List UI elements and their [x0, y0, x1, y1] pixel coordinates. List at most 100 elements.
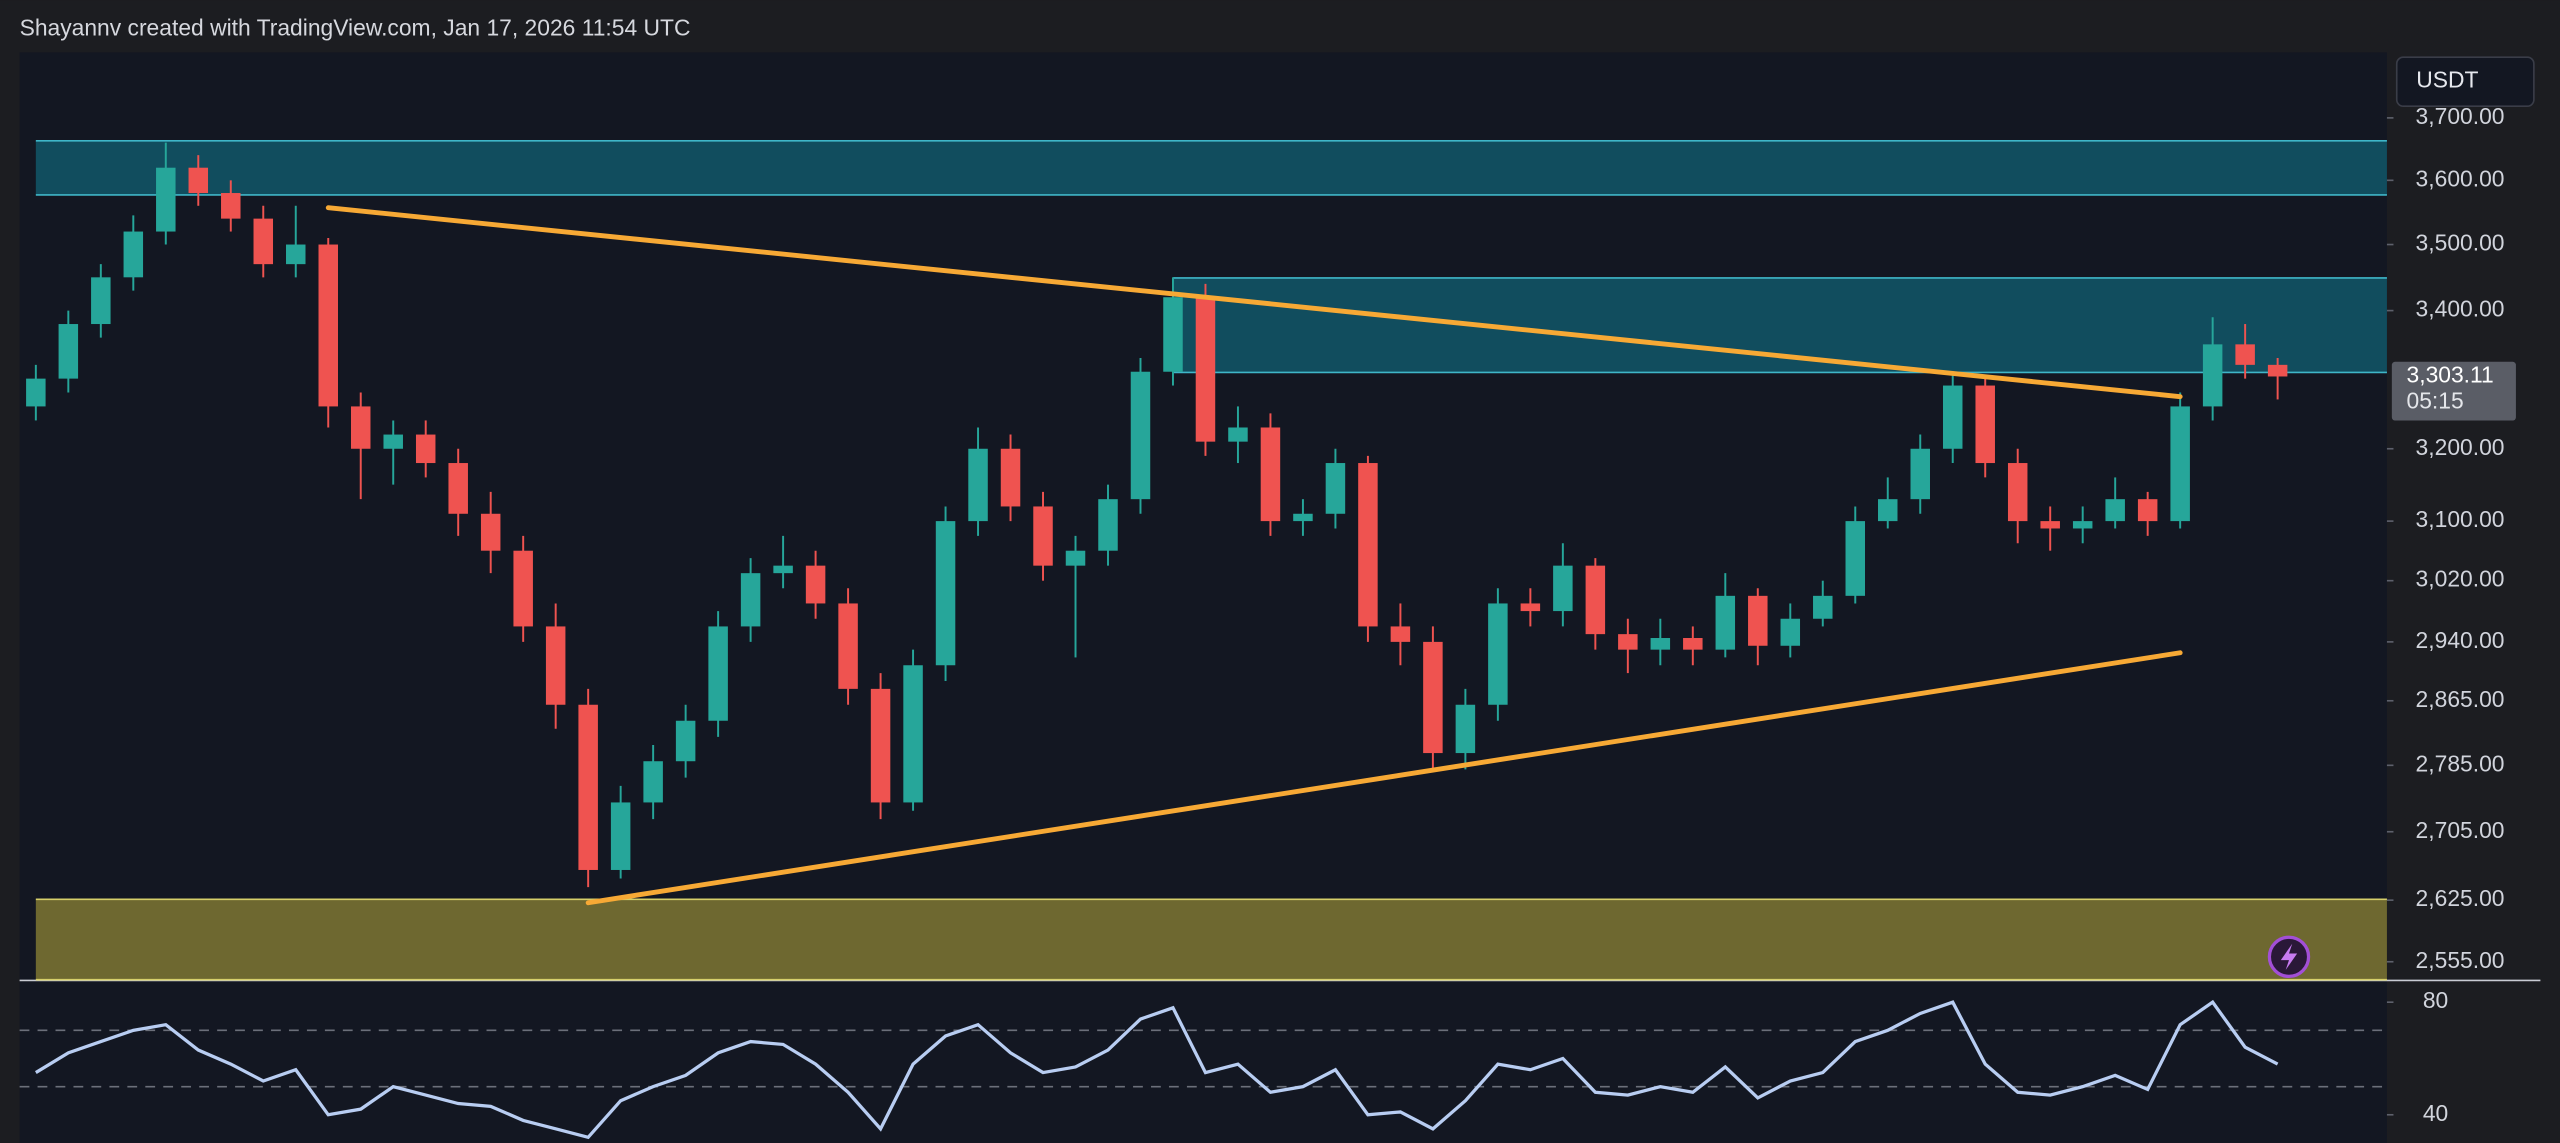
candle-body — [156, 167, 176, 232]
candle-body — [1260, 427, 1281, 522]
y-tick-label: 2,785.00 — [2416, 750, 2505, 776]
candle-body — [2072, 521, 2093, 529]
candle-body — [188, 167, 209, 194]
candle-body — [1423, 641, 1443, 754]
plot: 3,700.00 3,600.00 3,500.00 3,400.00 3,200.00… — [19, 103, 2516, 1140]
candle-body — [1358, 463, 1378, 627]
candle-body — [2235, 344, 2255, 365]
candle-body — [415, 434, 436, 464]
candle-body — [1813, 595, 1833, 619]
y-tick-label: 3,500.00 — [2416, 230, 2505, 256]
y-tick-label: 2,865.00 — [2416, 686, 2505, 712]
candle-body — [1618, 634, 1638, 650]
candle-body — [1000, 448, 1021, 507]
candle-body — [2137, 499, 2158, 522]
candle-body — [1715, 595, 1736, 650]
candle-body — [708, 626, 728, 721]
candle-body — [740, 573, 761, 627]
candle-body — [1488, 603, 1508, 705]
y-tick-label: 3,700.00 — [2416, 103, 2505, 129]
header-text: Shayannv created with TradingView.com, J… — [20, 14, 691, 40]
candle-body — [318, 244, 338, 407]
candle-body — [1325, 463, 1346, 514]
candle-body — [383, 434, 403, 449]
currency-box[interactable] — [2395, 56, 2535, 108]
candle-body — [805, 565, 826, 604]
candle-body — [935, 521, 956, 666]
y-tick-label: 3,400.00 — [2416, 296, 2505, 322]
y-tick-label: 2,940.00 — [2416, 627, 2505, 653]
y-tick-label: 3,020.00 — [2416, 566, 2505, 592]
zone — [35, 140, 2387, 195]
candle-body — [1942, 385, 1963, 449]
candle-body — [545, 626, 566, 705]
candle-body — [1585, 565, 1606, 635]
candle-body — [1780, 618, 1801, 646]
candle-body — [480, 513, 501, 551]
candle-body — [1748, 595, 1768, 646]
candle-body — [1845, 521, 1866, 596]
candle-body — [838, 603, 858, 689]
candle-body — [2040, 521, 2060, 529]
trendline — [585, 650, 2183, 906]
candle-body — [2007, 463, 2028, 522]
y-tick-label: 2,705.00 — [2416, 817, 2505, 843]
candle-body — [1390, 626, 1411, 642]
candle-body — [123, 231, 144, 278]
candle-body — [1293, 513, 1313, 522]
candle-body — [2267, 364, 2288, 377]
candle-body — [253, 218, 274, 265]
candle-body — [870, 688, 891, 803]
candle-body — [675, 720, 696, 762]
candle-body — [968, 448, 988, 522]
y-tick-label: 2,555.00 — [2416, 947, 2505, 973]
candle-body — [903, 665, 923, 803]
candle-body — [1975, 385, 1995, 464]
y-tick-label: 3,200.00 — [2416, 434, 2505, 460]
candle-body — [773, 565, 793, 574]
candle-body — [610, 802, 631, 870]
candle-body — [1910, 448, 1930, 500]
candle-body — [643, 761, 663, 803]
candle-body — [2170, 406, 2190, 522]
trendline — [325, 205, 2183, 400]
countdown-label: 05:15 — [2407, 388, 2464, 414]
candle-body — [221, 193, 241, 219]
last-price-label: 3,303.11 — [2407, 362, 2494, 388]
candle-body — [1683, 638, 1703, 650]
y-tick-label: 80 — [2423, 987, 2448, 1013]
y-tick-label: 40 — [2423, 1100, 2448, 1126]
candle-body — [286, 244, 306, 265]
y-tick-label: 2,625.00 — [2416, 885, 2505, 911]
candle-body — [2105, 499, 2125, 522]
candle-body — [1163, 297, 1183, 372]
alert-bolt — [2280, 943, 2298, 970]
candle-body — [58, 324, 79, 379]
candle-body — [448, 463, 468, 514]
candle-body — [1878, 499, 1898, 522]
candle-body — [2202, 344, 2223, 407]
candle-body — [1098, 499, 1118, 551]
rsi-line — [34, 999, 2279, 1140]
candle-body — [1033, 506, 1053, 566]
candle-body — [350, 406, 371, 449]
candle-body — [513, 550, 533, 627]
y-tick-label: 3,600.00 — [2416, 165, 2505, 191]
candle-body — [1650, 638, 1671, 650]
candle-body — [578, 704, 598, 870]
candle-body — [91, 277, 111, 325]
y-tick-label: 3,100.00 — [2416, 506, 2505, 532]
zone — [35, 899, 2387, 980]
candle-body — [26, 378, 46, 407]
last-price-box — [2391, 361, 2516, 421]
candle-body — [1228, 427, 1248, 442]
currency-label[interactable]: USDT — [2416, 67, 2478, 93]
candle-body — [1065, 550, 1086, 566]
candle-body — [1195, 297, 1216, 442]
candle-body — [1553, 565, 1573, 612]
candle-body — [1455, 704, 1476, 754]
candle-body — [1520, 603, 1541, 612]
candle-body — [1130, 371, 1151, 500]
